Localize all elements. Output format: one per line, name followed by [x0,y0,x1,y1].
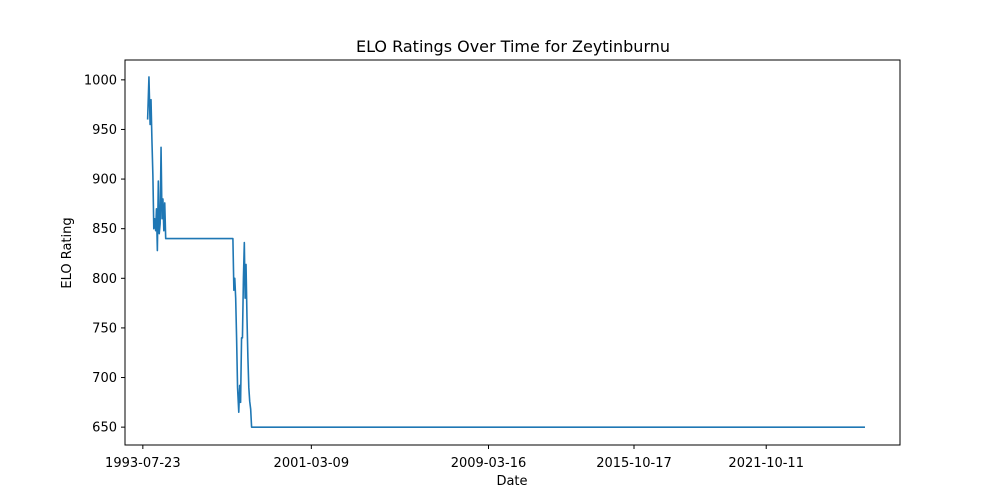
x-tick-label: 2015-10-17 [596,456,672,471]
y-tick-label: 850 [92,222,117,237]
plot-area [124,59,901,446]
x-axis-label: Date [496,474,527,489]
x-tick-label: 2001-03-09 [274,456,350,471]
y-axis-label: ELO Rating [60,217,75,288]
y-tick-label: 950 [92,123,117,138]
y-tick-label: 650 [92,421,117,436]
x-tick-label: 1993-07-23 [105,456,181,471]
y-tick-label: 1000 [84,73,117,88]
y-tick-label: 700 [92,371,117,386]
elo-series-line [146,76,865,428]
y-tick-label: 900 [92,173,117,188]
y-tick-label: 800 [92,272,117,287]
chart-title: ELO Ratings Over Time for Zeytinburnu [356,37,670,56]
x-tick-label: 2021-10-11 [728,456,804,471]
y-axis: 650 700 750 800 850 900 950 1000 [84,73,125,436]
x-tick-label: 2009-03-16 [451,456,527,471]
y-tick-label: 750 [92,321,117,336]
x-axis: 1993-07-23 2001-03-09 2009-03-16 2015-10-17… [105,445,804,471]
